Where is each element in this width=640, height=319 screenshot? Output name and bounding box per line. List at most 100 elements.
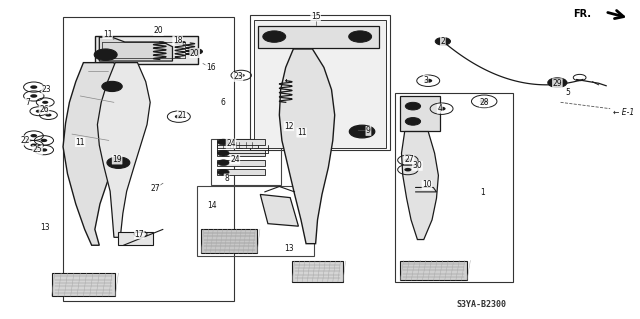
Polygon shape <box>400 96 440 131</box>
Text: ← E-1: ← E-1 <box>612 108 634 117</box>
Text: 16: 16 <box>206 63 216 72</box>
Circle shape <box>404 158 412 162</box>
Text: 7: 7 <box>25 98 30 107</box>
Circle shape <box>175 115 183 119</box>
Bar <box>196 187 314 256</box>
Text: 18: 18 <box>173 36 182 45</box>
Polygon shape <box>99 37 172 61</box>
Circle shape <box>410 105 415 108</box>
Text: 19: 19 <box>112 155 122 164</box>
Circle shape <box>94 49 117 60</box>
Circle shape <box>271 35 278 39</box>
Bar <box>63 17 234 301</box>
Text: 30: 30 <box>413 161 422 170</box>
Polygon shape <box>217 169 265 175</box>
Bar <box>395 93 513 282</box>
Text: 13: 13 <box>284 244 294 253</box>
Text: 11: 11 <box>76 137 85 146</box>
Text: 23: 23 <box>233 72 243 81</box>
Circle shape <box>218 169 229 175</box>
Polygon shape <box>95 36 198 64</box>
Bar <box>400 261 467 280</box>
Polygon shape <box>63 63 127 245</box>
Polygon shape <box>217 160 265 166</box>
Circle shape <box>190 48 203 55</box>
Circle shape <box>404 168 412 171</box>
Circle shape <box>435 38 451 45</box>
Text: 12: 12 <box>284 122 294 131</box>
Text: 14: 14 <box>207 201 217 210</box>
Bar <box>52 273 115 296</box>
Bar <box>211 139 280 185</box>
Circle shape <box>548 78 567 87</box>
Circle shape <box>30 94 37 98</box>
Polygon shape <box>259 26 380 48</box>
Bar <box>292 261 343 282</box>
Circle shape <box>218 160 229 166</box>
Circle shape <box>438 107 445 111</box>
Circle shape <box>358 129 367 134</box>
Text: 9: 9 <box>366 126 371 135</box>
Text: 5: 5 <box>566 88 571 97</box>
Circle shape <box>218 139 229 145</box>
Polygon shape <box>279 49 335 244</box>
Bar <box>118 232 154 245</box>
Circle shape <box>349 125 375 138</box>
Polygon shape <box>217 139 265 145</box>
Text: 22: 22 <box>20 136 29 145</box>
Text: 17: 17 <box>134 230 144 239</box>
Circle shape <box>424 79 432 83</box>
Bar <box>201 229 257 253</box>
Circle shape <box>102 81 122 92</box>
Circle shape <box>107 157 130 168</box>
Circle shape <box>263 31 285 42</box>
Text: 13: 13 <box>40 223 50 232</box>
Circle shape <box>349 31 372 42</box>
Text: 28: 28 <box>479 98 489 107</box>
Text: 20: 20 <box>154 26 163 35</box>
Circle shape <box>480 99 489 104</box>
Text: 8: 8 <box>224 174 229 183</box>
Text: 15: 15 <box>311 12 321 21</box>
Bar <box>254 20 386 148</box>
Polygon shape <box>217 142 243 148</box>
Text: 20: 20 <box>190 48 200 58</box>
Circle shape <box>410 120 415 123</box>
Text: 3: 3 <box>423 76 428 85</box>
Circle shape <box>115 161 122 165</box>
Text: 27: 27 <box>404 155 414 164</box>
Text: 1: 1 <box>481 188 485 197</box>
Circle shape <box>42 101 49 104</box>
Circle shape <box>45 114 52 116</box>
Text: FR.: FR. <box>573 9 591 19</box>
Circle shape <box>554 81 561 84</box>
Circle shape <box>31 144 37 147</box>
Text: 10: 10 <box>422 181 432 189</box>
Text: 27: 27 <box>150 184 160 193</box>
Text: 11: 11 <box>297 128 307 137</box>
Polygon shape <box>97 63 150 237</box>
Text: 29: 29 <box>552 79 562 88</box>
Polygon shape <box>233 142 259 148</box>
Polygon shape <box>260 195 298 226</box>
Text: 11: 11 <box>103 30 113 39</box>
Text: 23: 23 <box>42 85 51 94</box>
Circle shape <box>356 35 364 39</box>
Circle shape <box>405 118 420 125</box>
Bar <box>250 15 390 150</box>
Text: 21: 21 <box>177 111 187 120</box>
Circle shape <box>30 85 37 89</box>
Text: 6: 6 <box>221 98 226 107</box>
Text: 25: 25 <box>33 145 42 154</box>
Circle shape <box>237 74 244 77</box>
Circle shape <box>109 85 115 88</box>
Text: 24: 24 <box>226 139 236 148</box>
Circle shape <box>218 150 229 156</box>
Text: 26: 26 <box>39 105 49 114</box>
Text: 2: 2 <box>440 38 445 47</box>
Circle shape <box>102 53 109 56</box>
Polygon shape <box>401 131 438 240</box>
Text: 24: 24 <box>230 155 239 164</box>
Circle shape <box>405 102 420 110</box>
Text: S3YA-B2300: S3YA-B2300 <box>456 300 506 308</box>
